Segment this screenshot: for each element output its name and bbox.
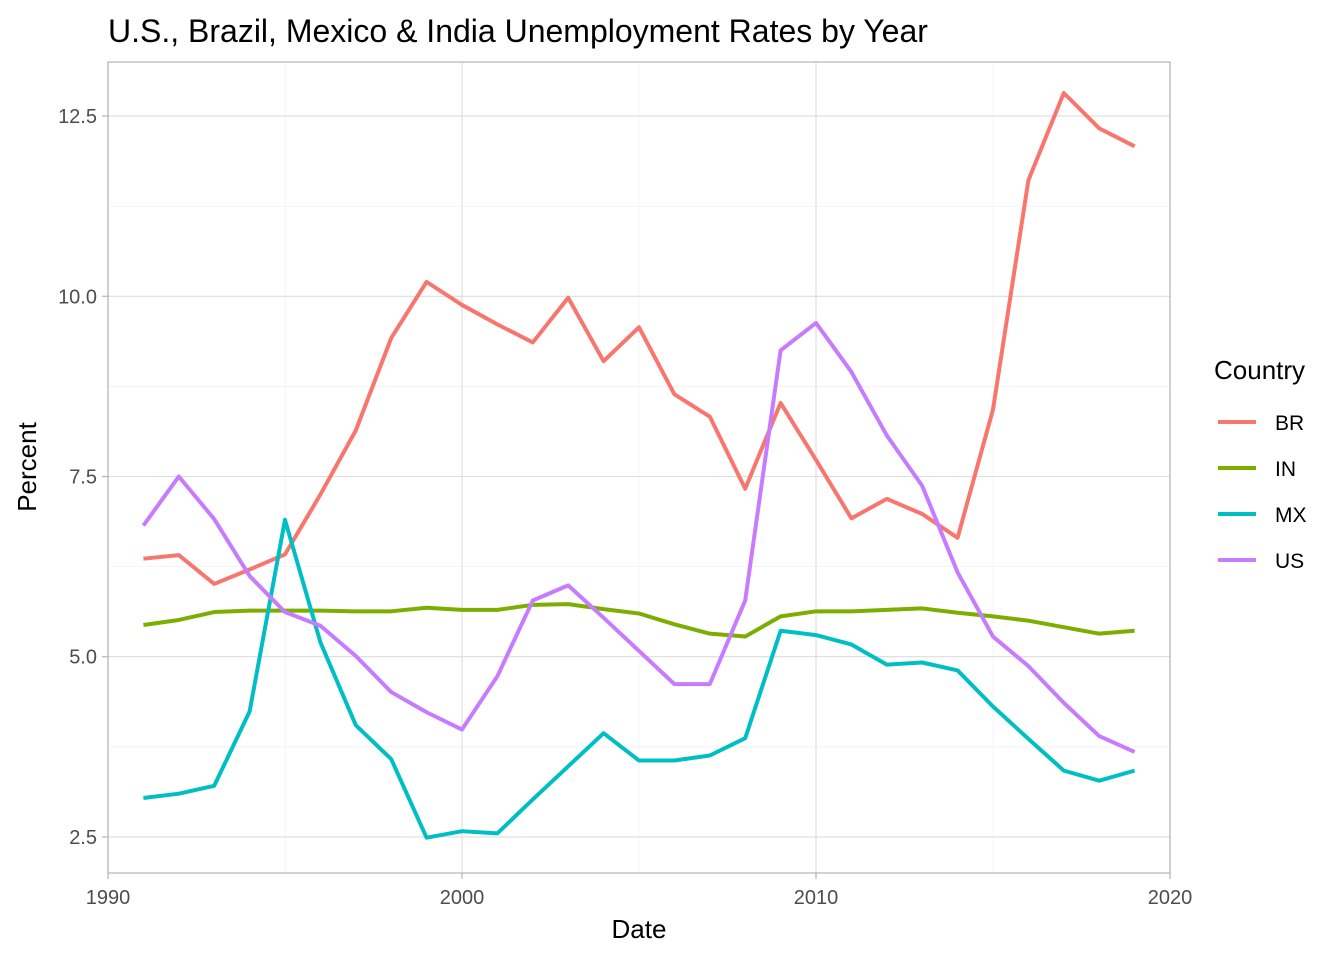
legend-item-us: US <box>1218 550 1304 573</box>
y-axis-title: Percent <box>12 421 42 511</box>
series-lines <box>141 91 1136 840</box>
x-tick-label: 2010 <box>794 887 839 909</box>
chart-title: U.S., Brazil, Mexico & India Unemploymen… <box>108 13 928 49</box>
legend-item-in: IN <box>1218 458 1296 481</box>
legend-label: BR <box>1275 412 1304 435</box>
legend: Country BR IN MX US <box>1214 355 1307 573</box>
x-tick-label: 1990 <box>86 887 131 909</box>
minor-gridlines <box>108 62 1170 873</box>
y-tick-label: 12.5 <box>58 106 97 128</box>
x-tick-label: 2000 <box>440 887 485 909</box>
x-tick-label: 2020 <box>1148 887 1193 909</box>
y-tick-label: 10.0 <box>58 286 97 308</box>
legend-item-mx: MX <box>1218 504 1307 527</box>
legend-items: BR IN MX US <box>1218 412 1307 573</box>
legend-item-br: BR <box>1218 412 1304 435</box>
series-line-br <box>143 91 1136 586</box>
legend-label: US <box>1275 550 1304 573</box>
series-line-in <box>143 602 1135 639</box>
y-tick-label: 5.0 <box>69 647 97 669</box>
y-tick-label: 7.5 <box>69 467 97 489</box>
x-axis-ticks: 1990 2000 2010 2020 <box>86 873 1193 909</box>
x-axis-title: Date <box>612 914 667 944</box>
series-line-mx <box>143 517 1136 840</box>
y-tick-label: 2.5 <box>69 827 97 849</box>
legend-label: IN <box>1275 458 1296 481</box>
legend-label: MX <box>1275 504 1307 527</box>
plot-panel-border <box>107 61 1171 874</box>
series-line-us <box>141 320 1136 754</box>
y-axis-ticks: 2.5 5.0 7.5 10.0 12.5 <box>58 106 108 849</box>
legend-title: Country <box>1214 355 1305 385</box>
